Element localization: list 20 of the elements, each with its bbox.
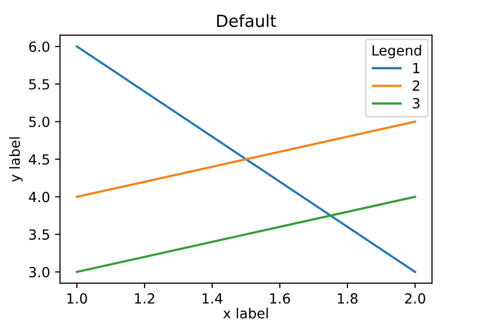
x-tick-label: 1.4 <box>202 293 222 304</box>
x-axis-title: x label <box>223 308 268 319</box>
chart-title: Default <box>217 14 276 28</box>
y-tick-label: 4.0 <box>28 192 50 202</box>
x-tick-label: 1.0 <box>67 293 88 304</box>
y-tick-label: 5.5 <box>29 79 50 90</box>
y-tick-label: 3.0 <box>29 266 50 278</box>
x-tick-label: 1.8 <box>338 293 358 304</box>
y-tick-label: 5.0 <box>29 116 50 128</box>
y-tick-label: 4.5 <box>28 154 50 165</box>
x-tick-label: 2.0 <box>405 293 426 304</box>
legend-title: Legend <box>372 44 422 58</box>
legend-label: 1 <box>413 62 420 74</box>
legend-label: 2 <box>412 80 420 91</box>
y-tick-label: 3.5 <box>29 229 50 240</box>
x-tick-label: 1.6 <box>270 293 290 304</box>
legend-label: 3 <box>412 98 420 108</box>
x-tick-label: 1.2 <box>135 293 154 304</box>
y-tick-label: 6.0 <box>29 41 50 52</box>
y-axis-title: y label <box>9 137 23 182</box>
